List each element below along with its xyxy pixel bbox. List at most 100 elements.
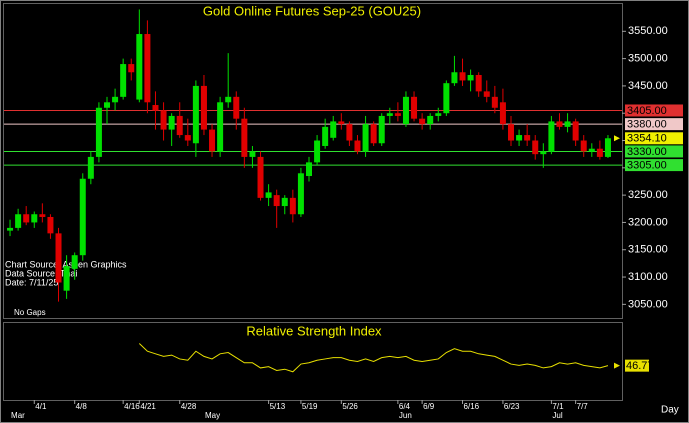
- candle-body: [314, 140, 321, 163]
- candle-body: [548, 121, 555, 152]
- candle-body: [289, 197, 296, 215]
- rsi-title: Relative Strength Index: [246, 323, 382, 338]
- candle-body: [370, 124, 377, 144]
- candle-body: [427, 115, 434, 125]
- candle-body: [386, 113, 393, 116]
- candle-body: [128, 64, 135, 73]
- level-box: [625, 159, 683, 172]
- candle-body: [160, 110, 167, 130]
- candle-body: [499, 102, 506, 125]
- x-tick-label: 6/9: [423, 402, 435, 411]
- level-label: 3405.00: [627, 105, 667, 117]
- candle-body: [338, 121, 345, 125]
- y-tick-label: 3050.00: [628, 298, 668, 310]
- rsi-value-label: 46.77: [626, 360, 654, 372]
- last-price-box: [625, 132, 683, 145]
- candle-body: [556, 121, 563, 127]
- annotation: Date: 7/11/25: [5, 277, 58, 287]
- candle-body: [47, 216, 54, 234]
- candle-body: [95, 107, 102, 157]
- candle-body: [225, 96, 232, 103]
- candle-body: [104, 102, 110, 108]
- candle-body: [297, 173, 304, 215]
- annotation: Chart Source: Aspen Graphics: [5, 259, 127, 269]
- candle-body: [394, 113, 401, 116]
- candle-body: [200, 85, 207, 130]
- candle-body: [459, 72, 466, 81]
- x-tick-label: 4/16: [124, 402, 140, 411]
- candle-body: [7, 227, 14, 231]
- candle-body: [281, 197, 288, 207]
- candle-body: [346, 124, 353, 141]
- level-box: [625, 118, 683, 131]
- month-label: Jul: [552, 411, 562, 420]
- rsi-line: [138, 343, 609, 373]
- annotation: No Gaps: [14, 308, 46, 317]
- candle-body: [354, 140, 361, 152]
- candle-body: [241, 118, 248, 157]
- x-tick-label: 4/28: [181, 402, 197, 411]
- level-label: 3330.00: [627, 146, 667, 158]
- x-tick-label: 5/19: [302, 402, 318, 411]
- candle-body: [87, 156, 94, 179]
- candle-body: [596, 148, 603, 157]
- candle-body: [467, 74, 474, 81]
- candle-body: [362, 124, 369, 152]
- y-tick-label: 3450.00: [628, 80, 668, 92]
- y-tick-label: 3250.00: [628, 189, 668, 201]
- candle-body: [233, 96, 240, 119]
- month-label: Mar: [11, 411, 25, 420]
- y-tick-label: 3100.00: [628, 271, 668, 283]
- candle-body: [516, 135, 523, 141]
- x-tick-label: 4/21: [140, 402, 156, 411]
- candle-body: [483, 91, 490, 97]
- candle-body: [79, 178, 86, 256]
- x-unit-label: Day: [661, 405, 679, 416]
- x-tick-label: 6/16: [464, 402, 480, 411]
- candle-body: [63, 266, 70, 291]
- price-panel: [3, 3, 623, 319]
- candle-body: [217, 102, 224, 152]
- candle-body: [112, 96, 119, 103]
- x-tick-label: 5/13: [270, 402, 286, 411]
- y-tick-label: 3150.00: [628, 244, 668, 256]
- level-box: [625, 104, 683, 117]
- candle-body: [475, 74, 482, 92]
- x-tick-label: 6/23: [504, 402, 520, 411]
- candle-body: [15, 214, 22, 228]
- rsi-marker: [614, 362, 620, 369]
- candle-body: [322, 126, 329, 146]
- candle-body: [532, 140, 539, 155]
- annotation: Data Source: Thai: [5, 268, 77, 278]
- candle-body: [144, 34, 151, 103]
- candle-body: [23, 214, 30, 223]
- candle-body: [176, 115, 183, 136]
- candle-body: [508, 124, 514, 141]
- candle-body: [572, 121, 579, 141]
- candle-body: [540, 151, 547, 155]
- level-label: 3380.00: [627, 119, 667, 131]
- candle-body: [443, 83, 450, 114]
- candle-body: [524, 135, 531, 141]
- x-tick-label: 7/1: [552, 402, 564, 411]
- candle-body: [152, 105, 159, 111]
- candle-body: [273, 195, 280, 207]
- y-tick-label: 3200.00: [628, 216, 668, 228]
- x-tick-label: 4/1: [35, 402, 47, 411]
- candle-body: [249, 151, 256, 157]
- x-tick-label: 7/7: [577, 402, 589, 411]
- candle-body: [71, 255, 78, 269]
- candle-body: [31, 214, 38, 223]
- candle-body: [330, 121, 337, 138]
- candle-body: [564, 121, 571, 127]
- y-tick-label: 3500.00: [628, 53, 668, 65]
- candle-body: [435, 113, 442, 116]
- x-tick-label: 5/26: [342, 402, 358, 411]
- candle-body: [402, 96, 409, 125]
- candle-body: [184, 135, 191, 141]
- candle-body: [588, 148, 595, 152]
- candle-body: [136, 34, 143, 100]
- candle-body: [451, 72, 458, 84]
